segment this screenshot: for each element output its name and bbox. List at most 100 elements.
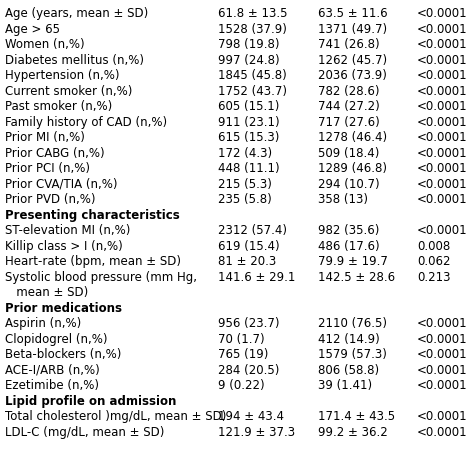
Text: 997 (24.8): 997 (24.8) <box>218 54 280 67</box>
Text: Aspirin (n,%): Aspirin (n,%) <box>5 317 81 330</box>
Text: <0.0001: <0.0001 <box>417 23 468 36</box>
Text: 765 (19): 765 (19) <box>218 348 268 361</box>
Text: <0.0001: <0.0001 <box>417 317 468 330</box>
Text: <0.0001: <0.0001 <box>417 38 468 51</box>
Text: <0.0001: <0.0001 <box>417 224 468 237</box>
Text: 605 (15.1): 605 (15.1) <box>218 100 279 113</box>
Text: 172 (4.3): 172 (4.3) <box>218 147 272 160</box>
Text: Women (n,%): Women (n,%) <box>5 38 84 51</box>
Text: 0.008: 0.008 <box>417 240 450 253</box>
Text: 1752 (43.7): 1752 (43.7) <box>218 85 287 98</box>
Text: 284 (20.5): 284 (20.5) <box>218 364 279 377</box>
Text: 235 (5.8): 235 (5.8) <box>218 193 272 206</box>
Text: 121.9 ± 37.3: 121.9 ± 37.3 <box>218 426 295 439</box>
Text: 61.8 ± 13.5: 61.8 ± 13.5 <box>218 7 288 20</box>
Text: <0.0001: <0.0001 <box>417 131 468 144</box>
Text: Heart-rate (bpm, mean ± SD): Heart-rate (bpm, mean ± SD) <box>5 255 181 268</box>
Text: 63.5 ± 11.6: 63.5 ± 11.6 <box>318 7 387 20</box>
Text: <0.0001: <0.0001 <box>417 410 468 423</box>
Text: 81 ± 20.3: 81 ± 20.3 <box>218 255 276 268</box>
Text: 2036 (73.9): 2036 (73.9) <box>318 69 386 82</box>
Text: Prior medications: Prior medications <box>5 302 122 315</box>
Text: 70 (1.7): 70 (1.7) <box>218 333 264 346</box>
Text: 1845 (45.8): 1845 (45.8) <box>218 69 287 82</box>
Text: Lipid profile on admission: Lipid profile on admission <box>5 395 176 408</box>
Text: 509 (18.4): 509 (18.4) <box>318 147 379 160</box>
Text: 194 ± 43.4: 194 ± 43.4 <box>218 410 284 423</box>
Text: Age (years, mean ± SD): Age (years, mean ± SD) <box>5 7 148 20</box>
Text: 744 (27.2): 744 (27.2) <box>318 100 379 113</box>
Text: <0.0001: <0.0001 <box>417 348 468 361</box>
Text: 619 (15.4): 619 (15.4) <box>218 240 280 253</box>
Text: Systolic blood pressure (mm Hg,: Systolic blood pressure (mm Hg, <box>5 271 197 284</box>
Text: 911 (23.1): 911 (23.1) <box>218 116 280 129</box>
Text: <0.0001: <0.0001 <box>417 54 468 67</box>
Text: 798 (19.8): 798 (19.8) <box>218 38 280 51</box>
Text: Prior PVD (n,%): Prior PVD (n,%) <box>5 193 95 206</box>
Text: Prior MI (n,%): Prior MI (n,%) <box>5 131 85 144</box>
Text: Age > 65: Age > 65 <box>5 23 60 36</box>
Text: <0.0001: <0.0001 <box>417 162 468 175</box>
Text: 358 (13): 358 (13) <box>318 193 367 206</box>
Text: mean ± SD): mean ± SD) <box>5 286 88 299</box>
Text: 171.4 ± 43.5: 171.4 ± 43.5 <box>318 410 395 423</box>
Text: 142.5 ± 28.6: 142.5 ± 28.6 <box>318 271 395 284</box>
Text: 717 (27.6): 717 (27.6) <box>318 116 379 129</box>
Text: <0.0001: <0.0001 <box>417 333 468 346</box>
Text: Current smoker (n,%): Current smoker (n,%) <box>5 85 132 98</box>
Text: 79.9 ± 19.7: 79.9 ± 19.7 <box>318 255 387 268</box>
Text: 39 (1.41): 39 (1.41) <box>318 379 372 392</box>
Text: Killip class > I (n,%): Killip class > I (n,%) <box>5 240 122 253</box>
Text: <0.0001: <0.0001 <box>417 178 468 191</box>
Text: 1262 (45.7): 1262 (45.7) <box>318 54 387 67</box>
Text: 2312 (57.4): 2312 (57.4) <box>218 224 287 237</box>
Text: 412 (14.9): 412 (14.9) <box>318 333 379 346</box>
Text: <0.0001: <0.0001 <box>417 364 468 377</box>
Text: ST-elevation MI (n,%): ST-elevation MI (n,%) <box>5 224 130 237</box>
Text: 1289 (46.8): 1289 (46.8) <box>318 162 387 175</box>
Text: 448 (11.1): 448 (11.1) <box>218 162 280 175</box>
Text: 2110 (76.5): 2110 (76.5) <box>318 317 387 330</box>
Text: 294 (10.7): 294 (10.7) <box>318 178 379 191</box>
Text: 215 (5.3): 215 (5.3) <box>218 178 272 191</box>
Text: 615 (15.3): 615 (15.3) <box>218 131 279 144</box>
Text: <0.0001: <0.0001 <box>417 116 468 129</box>
Text: <0.0001: <0.0001 <box>417 100 468 113</box>
Text: 1371 (49.7): 1371 (49.7) <box>318 23 387 36</box>
Text: 486 (17.6): 486 (17.6) <box>318 240 379 253</box>
Text: ACE-I/ARB (n,%): ACE-I/ARB (n,%) <box>5 364 100 377</box>
Text: Prior CABG (n,%): Prior CABG (n,%) <box>5 147 104 160</box>
Text: 1278 (46.4): 1278 (46.4) <box>318 131 387 144</box>
Text: <0.0001: <0.0001 <box>417 193 468 206</box>
Text: 806 (58.8): 806 (58.8) <box>318 364 379 377</box>
Text: 0.213: 0.213 <box>417 271 451 284</box>
Text: Clopidogrel (n,%): Clopidogrel (n,%) <box>5 333 107 346</box>
Text: Diabetes mellitus (n,%): Diabetes mellitus (n,%) <box>5 54 144 67</box>
Text: Hypertension (n,%): Hypertension (n,%) <box>5 69 119 82</box>
Text: 741 (26.8): 741 (26.8) <box>318 38 379 51</box>
Text: 99.2 ± 36.2: 99.2 ± 36.2 <box>318 426 387 439</box>
Text: 982 (35.6): 982 (35.6) <box>318 224 379 237</box>
Text: 0.062: 0.062 <box>417 255 451 268</box>
Text: Prior PCI (n,%): Prior PCI (n,%) <box>5 162 90 175</box>
Text: Beta-blockers (n,%): Beta-blockers (n,%) <box>5 348 121 361</box>
Text: 1579 (57.3): 1579 (57.3) <box>318 348 386 361</box>
Text: Ezetimibe (n,%): Ezetimibe (n,%) <box>5 379 99 392</box>
Text: Total cholesterol )mg/dL, mean ± SD): Total cholesterol )mg/dL, mean ± SD) <box>5 410 226 423</box>
Text: 9 (0.22): 9 (0.22) <box>218 379 264 392</box>
Text: <0.0001: <0.0001 <box>417 379 468 392</box>
Text: 782 (28.6): 782 (28.6) <box>318 85 379 98</box>
Text: Prior CVA/TIA (n,%): Prior CVA/TIA (n,%) <box>5 178 117 191</box>
Text: <0.0001: <0.0001 <box>417 147 468 160</box>
Text: LDL-C (mg/dL, mean ± SD): LDL-C (mg/dL, mean ± SD) <box>5 426 164 439</box>
Text: <0.0001: <0.0001 <box>417 7 468 20</box>
Text: <0.0001: <0.0001 <box>417 69 468 82</box>
Text: 1528 (37.9): 1528 (37.9) <box>218 23 287 36</box>
Text: 956 (23.7): 956 (23.7) <box>218 317 280 330</box>
Text: <0.0001: <0.0001 <box>417 426 468 439</box>
Text: Past smoker (n,%): Past smoker (n,%) <box>5 100 112 113</box>
Text: Family history of CAD (n,%): Family history of CAD (n,%) <box>5 116 167 129</box>
Text: 141.6 ± 29.1: 141.6 ± 29.1 <box>218 271 295 284</box>
Text: Presenting characteristics: Presenting characteristics <box>5 209 180 222</box>
Text: <0.0001: <0.0001 <box>417 85 468 98</box>
